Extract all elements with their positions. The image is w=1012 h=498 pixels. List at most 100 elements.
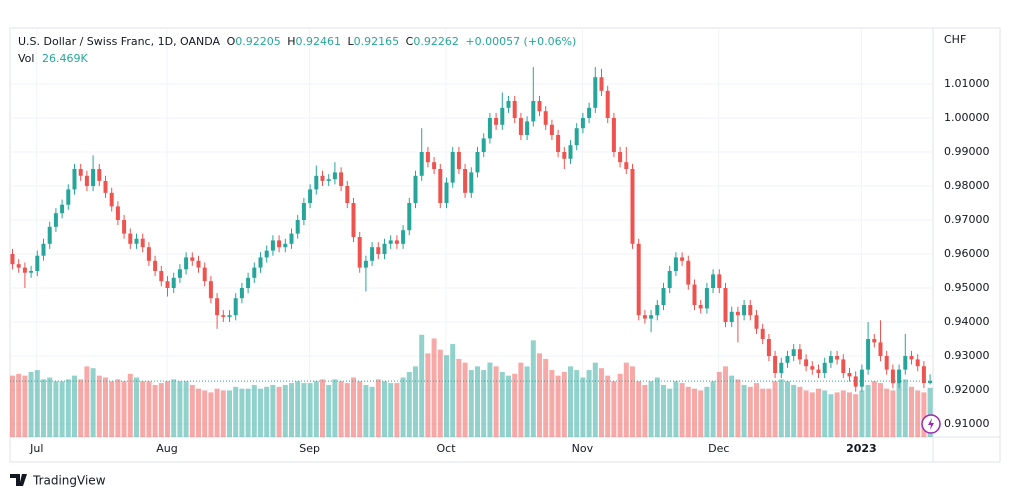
volume-bar — [295, 381, 301, 437]
volume-bar — [320, 379, 325, 437]
candle-body — [915, 359, 920, 367]
volume-bar — [382, 381, 387, 437]
volume-bar — [766, 388, 772, 437]
low-value: 0.92165 — [354, 35, 400, 48]
volume-value: 26.469K — [42, 52, 88, 65]
candle-body — [909, 356, 914, 360]
ohlc-letter: H — [287, 35, 295, 48]
ohlc-letter: C — [406, 35, 414, 48]
candle-body — [673, 257, 678, 272]
volume-bar — [437, 349, 443, 437]
candle-body — [611, 118, 616, 153]
candle-body — [481, 138, 486, 153]
volume-bar — [369, 386, 375, 437]
candle-body — [196, 260, 201, 268]
volume-bar — [326, 384, 332, 437]
candle-body — [649, 315, 654, 319]
candle-body — [556, 135, 561, 153]
candle-body — [810, 366, 815, 370]
volume-bar — [927, 387, 933, 437]
candle-body — [890, 369, 895, 384]
volume-bar — [574, 370, 580, 437]
volume-bar — [16, 373, 22, 437]
candle-body — [723, 288, 728, 323]
y-tick-label: 1.00000 — [944, 111, 990, 124]
volume-bar — [617, 373, 623, 437]
volume-bar — [239, 388, 245, 437]
candle-body — [456, 152, 461, 170]
candle-body — [339, 172, 344, 187]
candle-body — [525, 121, 530, 136]
volume-bar — [47, 377, 53, 437]
volume-bar — [357, 381, 363, 437]
volume-bar — [561, 371, 567, 437]
volume-bar — [22, 375, 28, 437]
candle-body — [766, 339, 771, 357]
candle-body — [518, 118, 523, 136]
candle-body — [41, 243, 46, 256]
candle-body — [593, 77, 598, 108]
x-tick-label: 2023 — [846, 442, 877, 455]
volume-bar — [394, 383, 400, 437]
candle-body — [394, 240, 399, 244]
volume-bar — [735, 379, 741, 437]
candle-body — [692, 284, 697, 306]
volume-bar — [896, 383, 902, 437]
candle-body — [246, 277, 251, 289]
volume-bar — [84, 366, 90, 437]
volume-bar — [140, 381, 146, 437]
volume-bar — [96, 375, 102, 437]
volume-bar — [115, 379, 121, 437]
y-tick-label: 0.94000 — [944, 315, 990, 328]
volume-bar — [884, 388, 890, 437]
candle-body — [642, 315, 647, 319]
volume-bar — [661, 384, 666, 437]
candle-body — [252, 267, 257, 278]
volume-bar — [871, 381, 877, 437]
volume-bar — [34, 370, 40, 437]
candle-body — [29, 271, 34, 273]
candle-body — [171, 277, 176, 289]
volume-bar — [648, 381, 654, 437]
volume-bar — [468, 370, 474, 437]
volume-bar — [611, 381, 617, 437]
volume-bar — [791, 384, 797, 437]
volume-bar — [245, 388, 251, 437]
volume-bar — [840, 390, 846, 437]
volume-bar — [53, 381, 59, 437]
volume-bar — [741, 384, 747, 437]
volume-bar — [425, 353, 431, 437]
candle-body — [661, 288, 666, 306]
volume-bar — [127, 373, 133, 437]
volume-bar — [444, 355, 449, 437]
candle-body — [326, 179, 331, 181]
candle-body — [587, 107, 592, 119]
volume-bar — [822, 390, 828, 437]
candle-body — [221, 315, 226, 317]
candle-body — [928, 381, 933, 384]
candle-body — [438, 169, 443, 204]
candle-body — [624, 162, 629, 170]
volume-bar — [537, 353, 542, 437]
volume-bar — [214, 388, 220, 437]
volume-bar — [419, 334, 425, 437]
candle-body — [562, 152, 567, 159]
y-tick-label: 0.97000 — [944, 213, 990, 226]
volume-bar — [599, 368, 604, 437]
replay-icon — [928, 418, 934, 430]
y-tick-label: 0.93000 — [944, 349, 990, 362]
ohlc-letter: O — [227, 35, 236, 48]
volume-bar — [878, 383, 883, 437]
candle-body — [729, 311, 734, 323]
candle-body — [636, 243, 641, 316]
candle-body — [66, 189, 71, 205]
candle-body — [270, 240, 275, 251]
y-tick-label: 0.95000 — [944, 281, 990, 294]
volume-bar — [754, 383, 759, 437]
volume-bar — [462, 362, 468, 437]
candle-body — [903, 356, 908, 370]
candle-body — [897, 369, 902, 384]
candle-body — [10, 254, 15, 265]
candle-body — [165, 281, 170, 289]
